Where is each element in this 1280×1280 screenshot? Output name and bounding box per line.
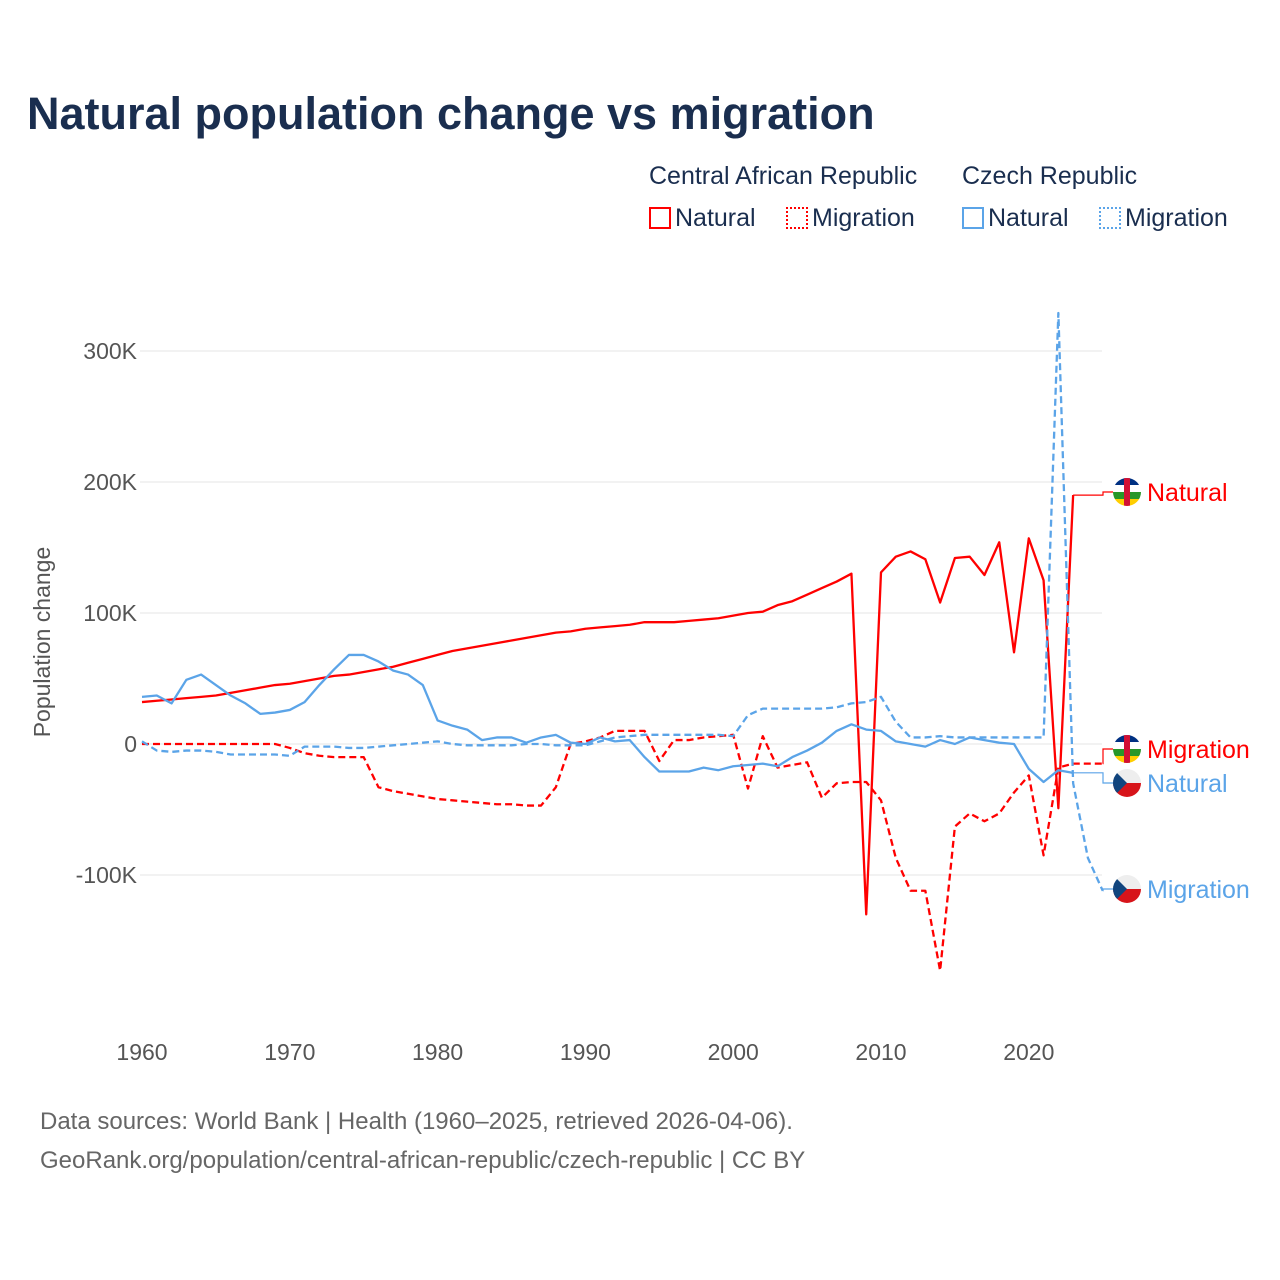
label-connector	[1073, 491, 1115, 496]
legend-label: Migration	[1125, 204, 1228, 232]
x-tick-label: 1970	[264, 1039, 315, 1065]
legend-car-migration[interactable]: Migration	[786, 204, 915, 233]
czech-flag-icon	[1113, 875, 1141, 903]
legend-label: Natural	[988, 204, 1069, 232]
x-tick-label: 1980	[412, 1039, 463, 1065]
series-end-label: Migration	[1147, 736, 1250, 764]
legend-czech-natural[interactable]: Natural	[962, 204, 1069, 233]
car-flag-icon	[1113, 478, 1141, 506]
label-connector	[1102, 888, 1115, 892]
x-tick-label: 2000	[708, 1039, 759, 1065]
legend-swatch	[786, 207, 808, 229]
label-connector	[1102, 748, 1115, 765]
y-axis-label: Population change	[29, 547, 55, 738]
footer-source: Data sources: World Bank | Health (1960–…	[40, 1108, 793, 1135]
series-line-car-migration	[142, 729, 1103, 972]
y-tick-label: 200K	[83, 469, 137, 495]
legend-swatch	[1099, 207, 1121, 229]
y-tick-label: -100K	[76, 862, 138, 888]
legend-swatch	[962, 207, 984, 229]
czech-flag-icon	[1113, 769, 1141, 797]
y-tick-label: 100K	[83, 600, 137, 626]
legend-label: Migration	[812, 204, 915, 232]
legend-swatch	[649, 207, 671, 229]
legend-car-natural[interactable]: Natural	[649, 204, 756, 233]
legend-label: Natural	[675, 204, 756, 232]
y-tick-label: 300K	[83, 338, 137, 364]
x-tick-label: 2010	[855, 1039, 906, 1065]
car-flag-icon	[1113, 735, 1141, 763]
series-end-label: Natural	[1147, 770, 1228, 798]
chart-title: Natural population change vs migration	[27, 88, 875, 139]
legend-group-czech: Czech Republic	[962, 162, 1138, 190]
legend-czech-migration[interactable]: Migration	[1099, 204, 1228, 233]
y-tick-label: 0	[124, 731, 137, 757]
x-tick-label: 2020	[1003, 1039, 1054, 1065]
legend-group-car: Central African Republic	[649, 162, 918, 190]
series-line-czech-natural	[141, 653, 1074, 784]
series-end-label: Natural	[1147, 479, 1228, 507]
label-connector	[1073, 772, 1115, 784]
footer-url[interactable]: GeoRank.org/population/central-african-r…	[40, 1147, 806, 1174]
series-line-czech-migration	[141, 311, 1104, 892]
x-tick-label: 1990	[560, 1039, 611, 1065]
series-line-car-natural	[141, 495, 1075, 916]
series-end-label: Migration	[1147, 876, 1250, 904]
x-tick-label: 1960	[116, 1039, 167, 1065]
